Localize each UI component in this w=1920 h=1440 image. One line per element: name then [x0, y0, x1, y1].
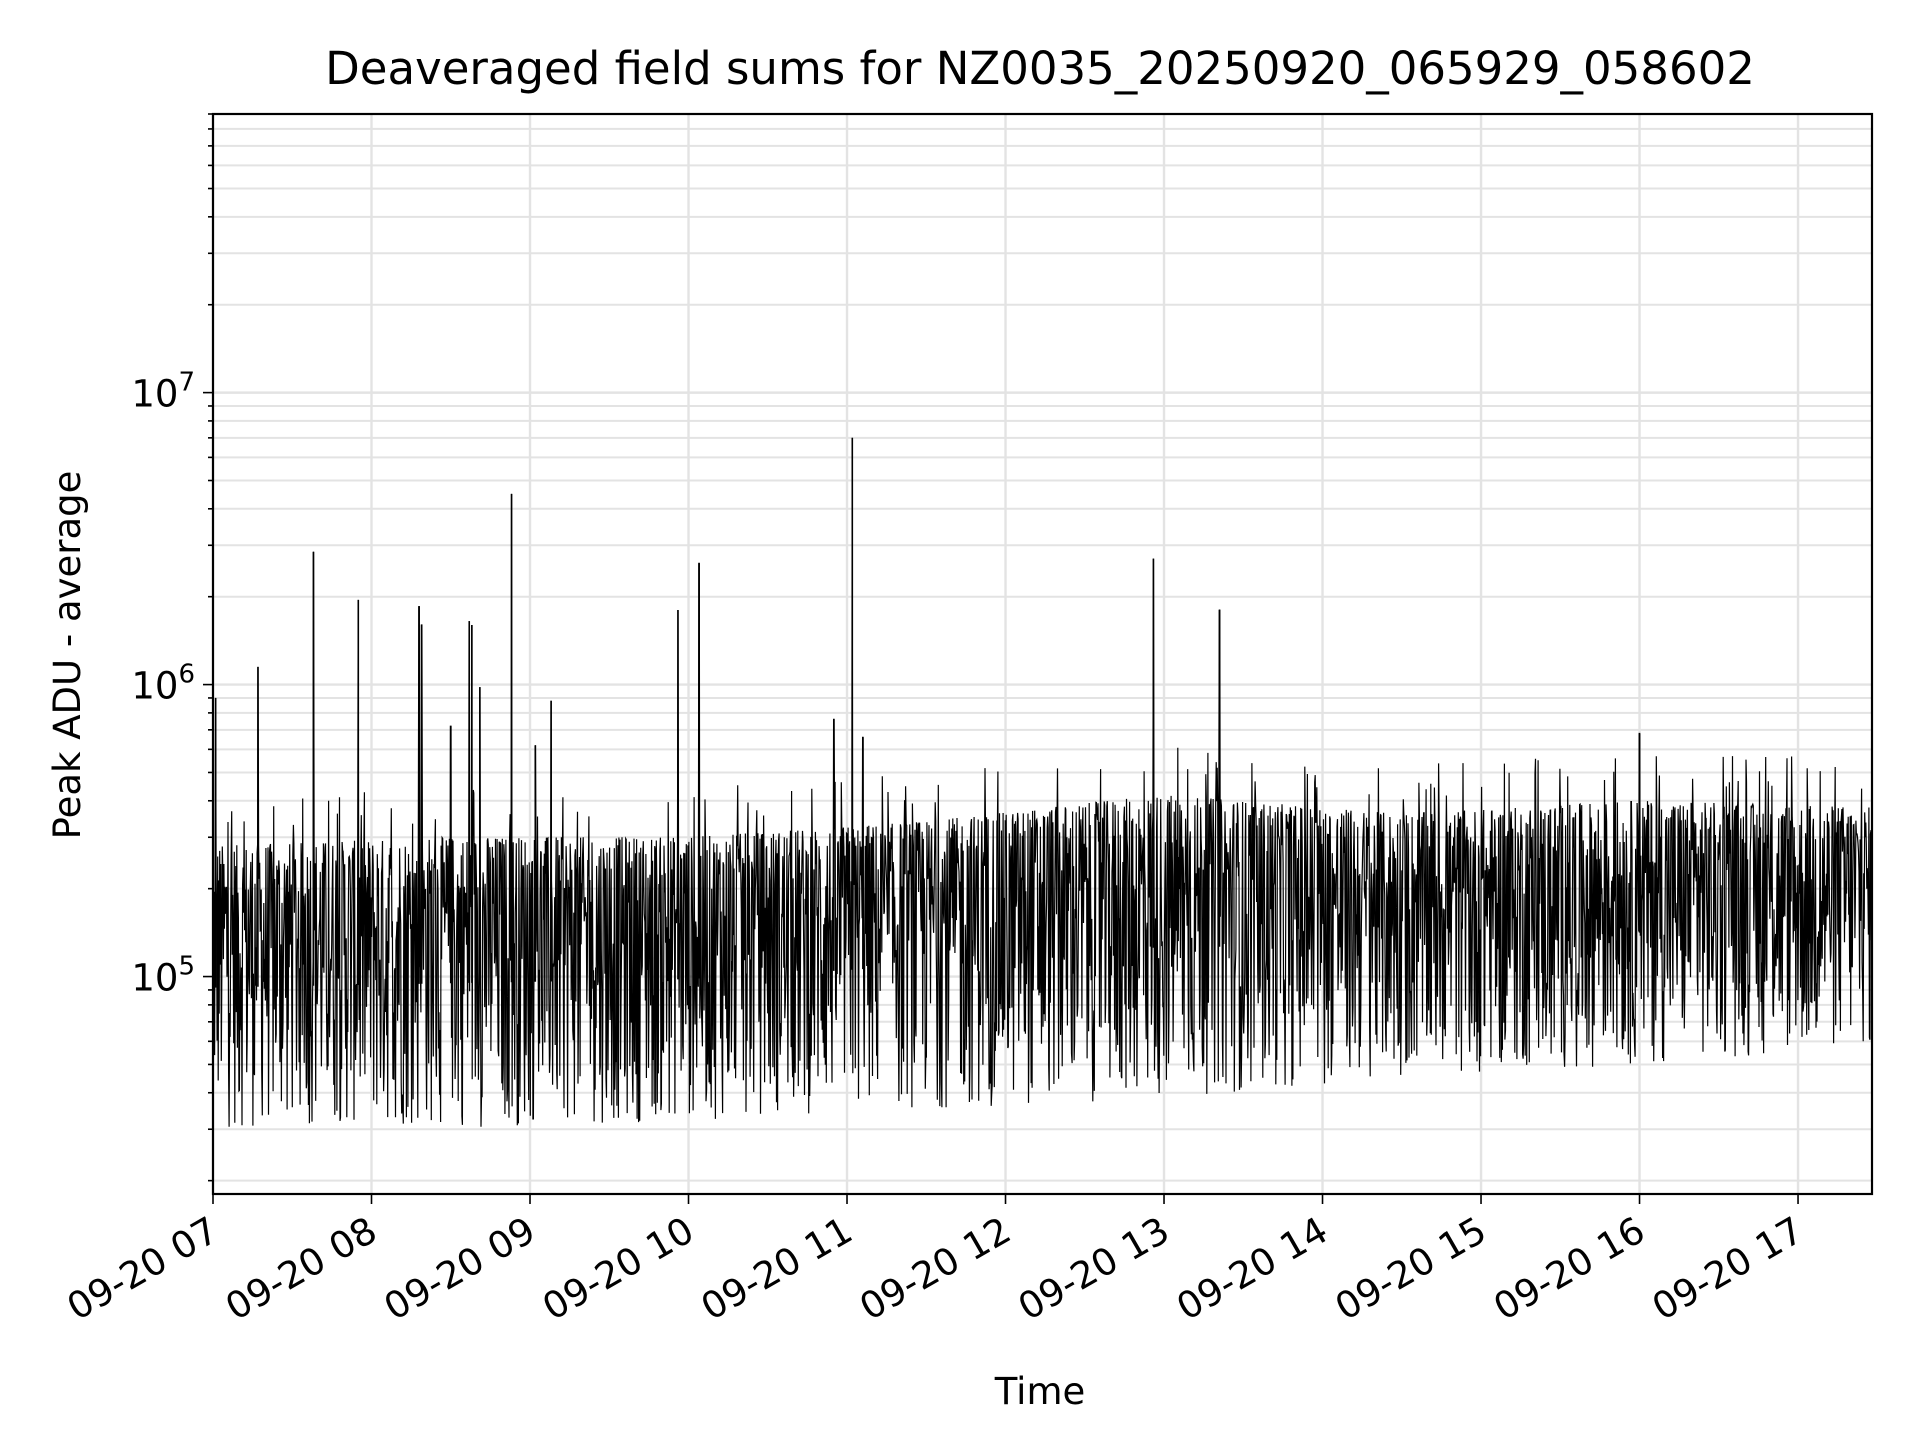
x-tick-label: 09-20 11: [694, 1209, 860, 1329]
x-tick-label: 09-20 10: [535, 1209, 701, 1329]
y-tick-base: 10: [131, 957, 178, 1000]
x-tick-label: 09-20 16: [1486, 1209, 1652, 1329]
x-axis-label: Time: [994, 1370, 1086, 1413]
x-tick-label: 09-20 12: [852, 1209, 1018, 1329]
y-tick-exponent: 7: [178, 368, 195, 398]
chart-title: Deaveraged field sums for NZ0035_2025092…: [325, 42, 1755, 95]
plot-frame: [211, 112, 1874, 1196]
y-tick-label: 105: [131, 952, 195, 1000]
x-tick-label: 09-20 13: [1011, 1209, 1177, 1329]
x-tick-label: 09-20 07: [60, 1209, 226, 1329]
x-tick-label: 09-20 15: [1328, 1209, 1494, 1329]
x-tick-label: 09-20 08: [218, 1209, 384, 1329]
y-tick-base: 10: [131, 373, 178, 416]
x-tick-label: 09-20 17: [1645, 1209, 1811, 1329]
x-tick-label: 09-20 14: [1169, 1209, 1335, 1329]
y-tick-label: 107: [131, 368, 195, 416]
y-tick-label: 106: [131, 660, 195, 708]
y-tick-base: 10: [131, 665, 178, 708]
y-tick-exponent: 6: [178, 660, 195, 690]
y-tick-exponent: 5: [178, 952, 195, 982]
y-axis-label: Peak ADU - average: [46, 471, 89, 840]
x-tick-label: 09-20 09: [377, 1209, 543, 1329]
series-line: [212, 437, 1873, 1127]
data-series: [212, 437, 1873, 1127]
